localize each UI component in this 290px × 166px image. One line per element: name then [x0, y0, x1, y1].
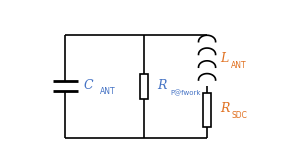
- Text: R: R: [221, 102, 230, 115]
- Text: P@fwork: P@fwork: [170, 89, 200, 96]
- Text: ANT: ANT: [231, 61, 247, 70]
- Bar: [203, 92, 211, 127]
- Text: L: L: [221, 52, 229, 65]
- Text: R: R: [158, 79, 167, 92]
- Text: ANT: ANT: [100, 87, 116, 96]
- Bar: [140, 74, 148, 99]
- Text: SDC: SDC: [231, 111, 247, 120]
- Text: C: C: [84, 79, 93, 92]
